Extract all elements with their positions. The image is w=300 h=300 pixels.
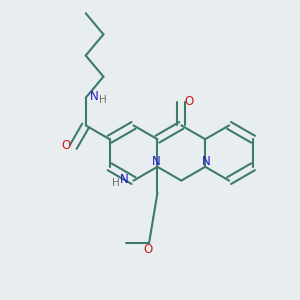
Text: O: O [143,243,152,256]
Text: H: H [99,95,107,105]
Text: N: N [152,155,160,168]
Text: N: N [120,172,129,186]
Text: H: H [112,178,119,188]
Text: N: N [90,90,98,103]
Text: O: O [61,139,70,152]
Text: N: N [202,155,211,168]
Text: O: O [184,95,194,108]
